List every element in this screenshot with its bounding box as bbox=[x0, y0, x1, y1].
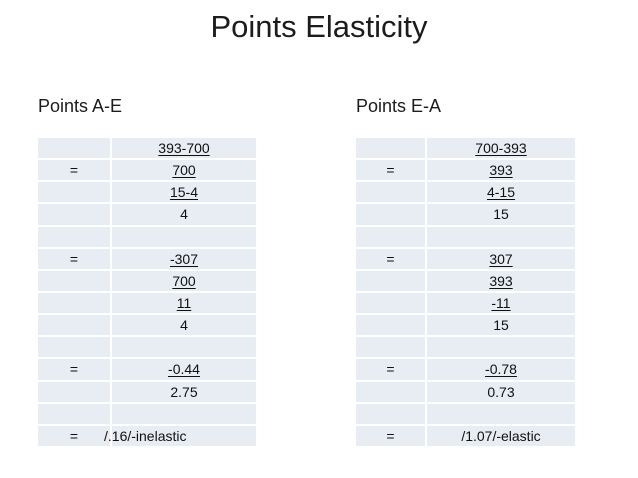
equals-cell bbox=[356, 292, 427, 314]
value-cell: 2.75 bbox=[112, 381, 256, 402]
equals-cell: = bbox=[38, 359, 112, 380]
table-row: = 700 bbox=[38, 160, 256, 183]
equals-cell: = bbox=[356, 425, 427, 446]
table-row: = 393 bbox=[356, 160, 575, 183]
value-cell: 15 bbox=[427, 204, 575, 225]
equals-cell bbox=[356, 403, 427, 424]
table-row: 4 bbox=[38, 204, 256, 227]
equals-cell bbox=[356, 381, 427, 402]
equals-cell bbox=[356, 270, 427, 291]
equals-cell bbox=[38, 403, 112, 424]
equals-cell: = bbox=[38, 248, 112, 269]
table-row bbox=[356, 337, 575, 360]
value-cell: 393-700 bbox=[112, 138, 256, 159]
value-cell: 4-15 bbox=[427, 182, 575, 203]
equals-cell bbox=[356, 138, 427, 159]
table-row: =/.16/-inelastic bbox=[38, 425, 256, 448]
equals-cell bbox=[38, 337, 112, 358]
table-row: = -307 bbox=[38, 248, 256, 271]
table-row: 700-393 bbox=[356, 138, 575, 161]
equals-cell bbox=[356, 337, 427, 358]
equals-cell bbox=[38, 182, 112, 203]
table-row: = -0.78 bbox=[356, 359, 575, 382]
table-row: = 307 bbox=[356, 248, 575, 271]
value-cell: 307 bbox=[427, 248, 575, 269]
equals-cell bbox=[356, 182, 427, 203]
value-cell: 393 bbox=[427, 160, 575, 181]
table-row: =/1.07/-elastic bbox=[356, 425, 575, 448]
equals-cell bbox=[38, 138, 112, 159]
value-cell bbox=[427, 403, 575, 424]
equals-cell bbox=[38, 270, 112, 291]
value-cell: /.16/-inelastic bbox=[104, 425, 256, 446]
equals-cell bbox=[38, 292, 112, 314]
right-calc-table: 700-393 = 393 4-15 15 = 307 393 -11 15 = -0.78 0.73 =… bbox=[356, 138, 575, 448]
table-row bbox=[38, 226, 256, 249]
table-row: 11 bbox=[38, 292, 256, 316]
table-row: = -0.44 bbox=[38, 359, 256, 382]
value-cell: 4 bbox=[112, 204, 256, 225]
equals-cell bbox=[356, 204, 427, 225]
value-cell: -11 bbox=[427, 292, 575, 314]
equals-cell: = bbox=[38, 160, 112, 181]
value-cell: 700 bbox=[112, 270, 256, 291]
equals-cell bbox=[38, 226, 112, 247]
table-row: -11 bbox=[356, 292, 575, 316]
left-section-heading: Points A-E bbox=[38, 96, 123, 116]
equals-cell: = bbox=[356, 248, 427, 269]
value-cell: 15-4 bbox=[112, 182, 256, 203]
table-row: 700 bbox=[38, 270, 256, 293]
value-cell: 0.73 bbox=[427, 381, 575, 402]
equals-cell bbox=[38, 381, 112, 402]
equals-cell bbox=[38, 204, 112, 225]
value-cell: -0.78 bbox=[427, 359, 575, 380]
table-row bbox=[356, 226, 575, 249]
value-cell: 393 bbox=[427, 270, 575, 291]
value-cell bbox=[112, 337, 256, 358]
table-row: 393 bbox=[356, 270, 575, 293]
table-row bbox=[356, 403, 575, 426]
value-cell: 15 bbox=[427, 315, 575, 336]
table-row: 15 bbox=[356, 204, 575, 227]
right-section-heading: Points E-A bbox=[356, 96, 442, 116]
table-row bbox=[38, 403, 256, 426]
equals-cell: = bbox=[356, 160, 427, 181]
value-cell: 11 bbox=[112, 292, 256, 314]
value-cell bbox=[427, 337, 575, 358]
value-cell bbox=[112, 403, 256, 424]
table-row: 4 bbox=[38, 315, 256, 338]
value-cell bbox=[112, 226, 256, 247]
equals-cell bbox=[356, 226, 427, 247]
value-cell bbox=[427, 226, 575, 247]
left-calc-table: 393-700 = 700 15-4 4 = -307 700 11 4 = -0.44 2.75 =/.… bbox=[38, 138, 256, 448]
value-cell: -0.44 bbox=[112, 359, 256, 380]
table-row: 15-4 bbox=[38, 182, 256, 205]
equals-cell bbox=[38, 315, 112, 336]
table-row: 2.75 bbox=[38, 381, 256, 404]
table-row bbox=[38, 337, 256, 360]
equals-cell: = bbox=[38, 425, 112, 446]
table-row: 393-700 bbox=[38, 138, 256, 161]
equals-cell: = bbox=[356, 359, 427, 380]
value-cell: 700 bbox=[112, 160, 256, 181]
value-cell: 700-393 bbox=[427, 138, 575, 159]
table-row: 4-15 bbox=[356, 182, 575, 205]
value-cell: /1.07/-elastic bbox=[427, 425, 575, 446]
table-row: 15 bbox=[356, 315, 575, 338]
page-title: Points Elasticity bbox=[210, 9, 428, 44]
table-row: 0.73 bbox=[356, 381, 575, 404]
value-cell: -307 bbox=[112, 248, 256, 269]
equals-cell bbox=[356, 315, 427, 336]
value-cell: 4 bbox=[112, 315, 256, 336]
